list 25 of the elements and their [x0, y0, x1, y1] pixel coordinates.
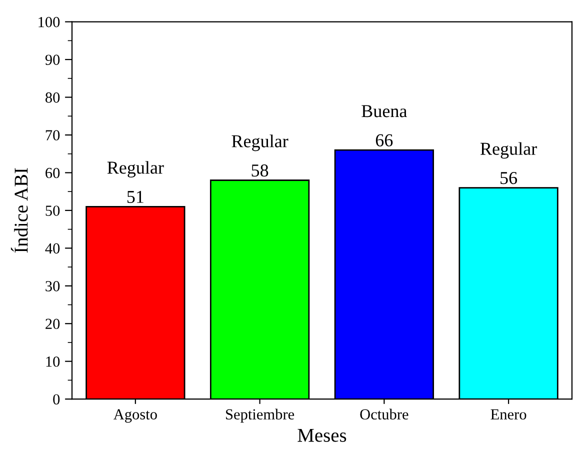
y-tick-label: 70 [46, 130, 60, 140]
x-axis-title: Meses [298, 428, 346, 442]
annotation: Regular [107, 161, 164, 178]
y-tick-label: 20 [46, 318, 60, 330]
x-tick-label: Agosto [114, 409, 157, 423]
y-tick-label: 40 [45, 243, 60, 254]
data-label: 51 [127, 190, 144, 203]
y-tick-label: 0 [53, 394, 60, 405]
data-label: 58 [252, 164, 268, 177]
y-tick-label: 100 [38, 16, 60, 28]
x-tick-label: Octubre [360, 408, 408, 420]
y-tick-label: 90 [45, 54, 60, 65]
y-axis-title: Índice ABI [10, 168, 28, 253]
data-label: 66 [376, 134, 393, 146]
annotation: Regular [480, 142, 537, 159]
y-tick-label: 80 [46, 92, 60, 103]
annotation: Regular [232, 134, 288, 152]
annotation: Buena [362, 105, 407, 118]
y-tick-label: 50 [46, 206, 60, 216]
x-tick-label: Enero [490, 409, 526, 420]
y-tick-label: 10 [46, 356, 60, 367]
x-tick-label: Septiembre [226, 408, 294, 423]
data-label: 56 [500, 172, 518, 184]
y-tick-label: 30 [46, 281, 60, 292]
y-tick-label: 60 [46, 168, 60, 178]
